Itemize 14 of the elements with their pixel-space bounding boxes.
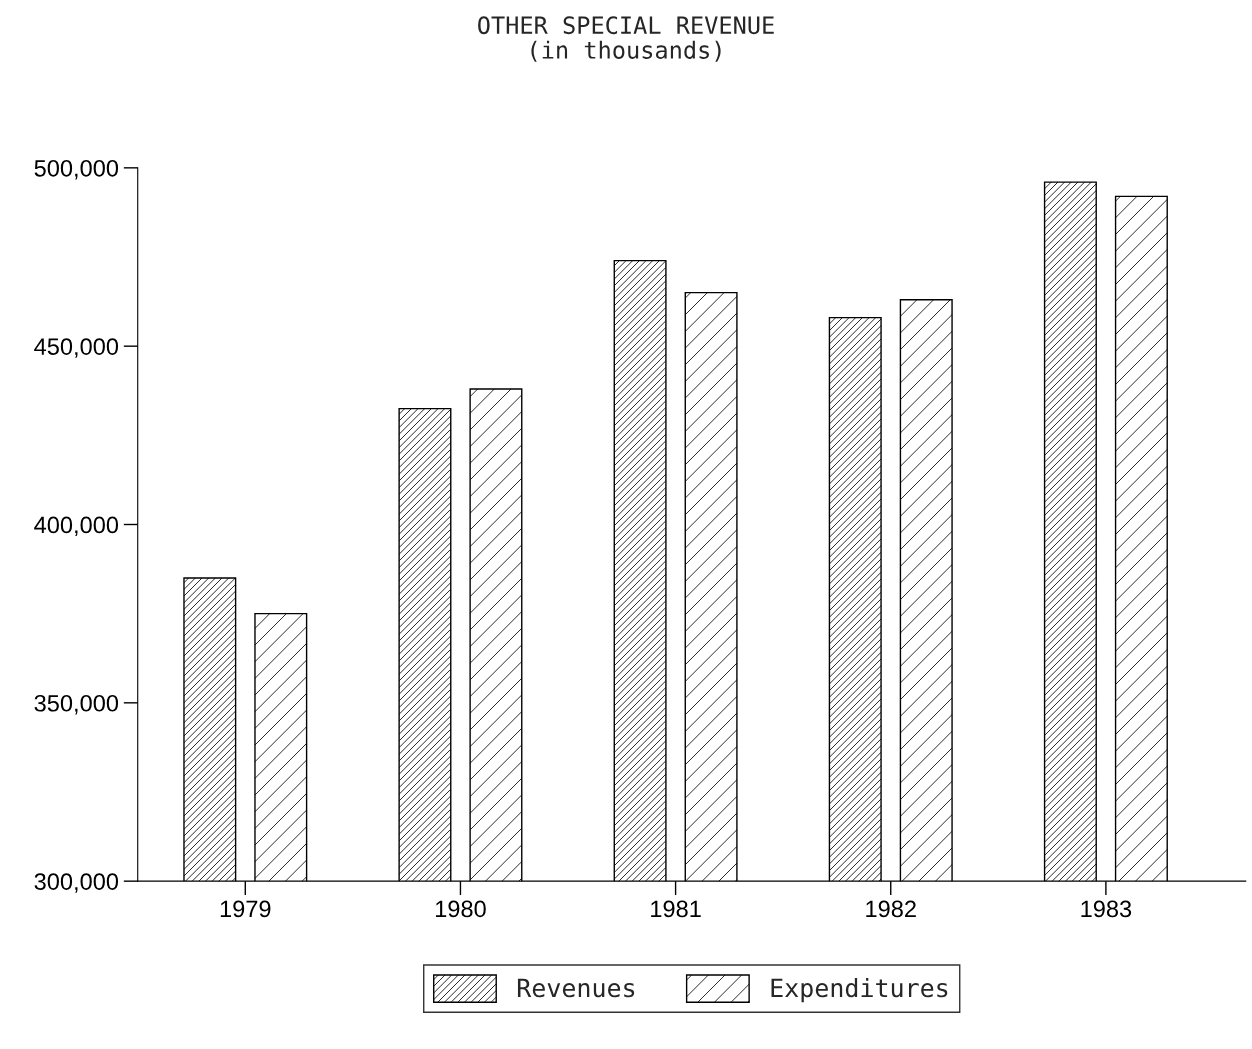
y-tick-label: 500,000 (34, 159, 119, 180)
legend-label: Revenues (517, 978, 635, 998)
x-tick-label: 1980 (435, 900, 486, 918)
y-tick-label: 350,000 (34, 694, 119, 715)
chart-subtitle: (in thousands) (531, 40, 721, 62)
legend-label: Expenditures (771, 978, 948, 1003)
x-tick-label: 1982 (866, 900, 916, 918)
y-tick-label: 400,000 (34, 516, 119, 537)
y-tick-label: 300,000 (34, 873, 119, 893)
y-tick-label: 450,000 (34, 338, 119, 358)
chart-title: OTHER SPECIAL REVENUE (478, 16, 774, 35)
x-tick-label: 1981 (651, 900, 701, 918)
x-tick-label: 1983 (1081, 900, 1132, 918)
x-tick-label: 1979 (220, 900, 271, 918)
